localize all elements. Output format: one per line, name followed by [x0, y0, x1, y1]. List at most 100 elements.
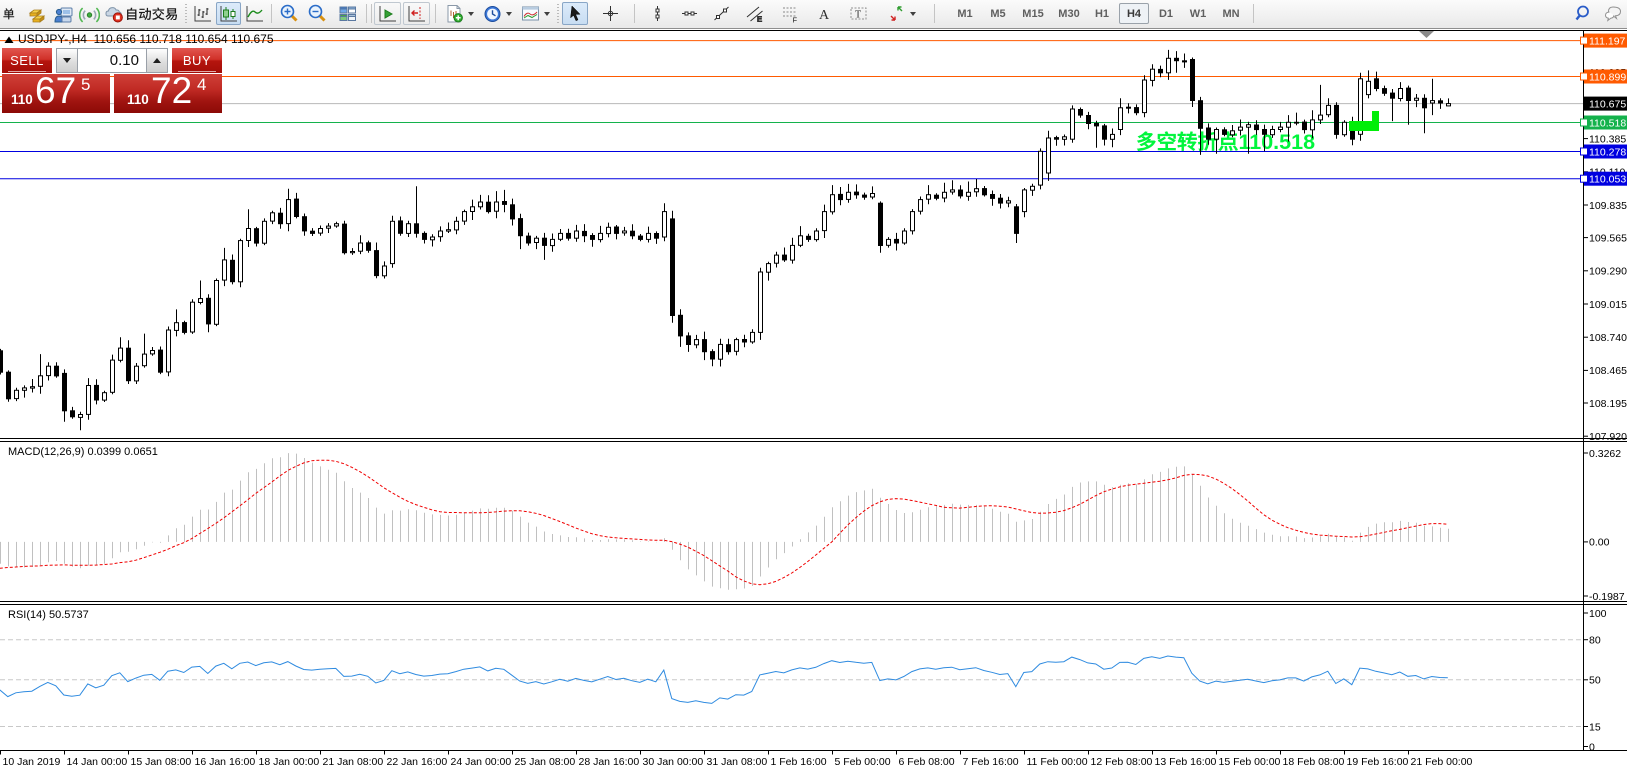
templates-button[interactable]: [517, 2, 552, 25]
timeframe-m1[interactable]: M1: [957, 7, 973, 20]
buy-price-big: 72: [151, 70, 193, 111]
metaeditor-icon[interactable]: [51, 2, 75, 25]
crosshair-icon[interactable]: [597, 2, 623, 25]
sep-4: [634, 4, 635, 23]
price-scale-label: 109.290: [1589, 266, 1627, 278]
svg-text:A: A: [819, 8, 830, 23]
chart-shift-icon[interactable]: [403, 2, 430, 25]
highlight-rectangle: [1372, 111, 1379, 122]
horizontal-level-lines: [0, 40, 1583, 180]
new-chart-button[interactable]: [441, 2, 476, 25]
sep-6: [1253, 4, 1254, 23]
autotrading-button[interactable]: [103, 2, 181, 25]
date-label: 13 Feb 16:00: [1155, 756, 1217, 768]
fibonacci-icon[interactable]: F: [776, 2, 804, 25]
sell-price-base: 110: [11, 92, 33, 107]
chart-shift-marker: [1419, 31, 1434, 38]
trendline-icon[interactable]: [708, 2, 734, 25]
macd-label: MACD(12,26,9) 0.0399 0.0651: [8, 446, 158, 458]
text-tool-icon[interactable]: A: [812, 2, 837, 25]
candlestick-chart-icon[interactable]: [216, 2, 241, 25]
new-order-button[interactable]: [0, 2, 18, 25]
buy-price-button[interactable]: 110 72 4: [114, 70, 222, 113]
channel-icon[interactable]: E: [740, 2, 768, 25]
drawn-objects: [1349, 31, 1434, 131]
toolbar: E F A T M1 M5 M15 M30 H1 H4 D1 W1 MN: [0, 0, 1627, 29]
rsi-label: RSI(14) 50.5737: [8, 609, 89, 621]
date-label: 16 Jan 16:00: [195, 756, 256, 768]
vertical-line-icon[interactable]: [644, 2, 670, 25]
chat-icon[interactable]: [1599, 2, 1627, 25]
label-tool-icon[interactable]: T: [845, 2, 871, 25]
cursor-icon[interactable]: [562, 2, 588, 25]
date-label: 7 Feb 16:00: [963, 756, 1019, 768]
timeframe-mn[interactable]: MN: [1222, 7, 1240, 20]
volume-input[interactable]: [78, 48, 146, 73]
price-level-badge: 110.518: [1589, 117, 1626, 129]
sep-5: [934, 4, 935, 23]
search-icon[interactable]: [1572, 2, 1596, 25]
zoom-out-icon[interactable]: [305, 2, 330, 25]
grip-1: [184, 4, 188, 23]
timeframe-h4[interactable]: H4: [1119, 3, 1149, 24]
date-scale[interactable]: 10 Jan 2019 14 Jan 00:00 15 Jan 08:00 16 Ja…: [0, 751, 1473, 768]
date-label: 18 Jan 00:00: [259, 756, 320, 768]
macd-scale-label: -0.1987: [1589, 591, 1625, 603]
timeframe-m30[interactable]: M30: [1058, 7, 1080, 20]
volume-decrease-button[interactable]: [56, 48, 78, 73]
date-label: 24 Jan 00:00: [451, 756, 512, 768]
date-label: 18 Feb 08:00: [1283, 756, 1345, 768]
timeframe-d1[interactable]: D1: [1158, 7, 1174, 20]
sell-button[interactable]: SELL: [2, 48, 52, 73]
zoom-in-icon[interactable]: [277, 2, 302, 25]
price-scale[interactable]: 107.920 108.195 108.465 108.740 109.015 109.2…: [1580, 33, 1627, 754]
date-label: 6 Feb 08:00: [899, 756, 955, 768]
date-label: 25 Jan 08:00: [515, 756, 576, 768]
sell-price-button[interactable]: 110 67 5: [2, 70, 110, 113]
sell-price-big: 67: [35, 70, 77, 111]
horizontal-line-icon[interactable]: [676, 2, 702, 25]
svg-text:T: T: [855, 10, 861, 21]
volume-increase-button[interactable]: [146, 48, 168, 73]
one-click-trading-panel: SELL BUY 110 67 5 110 72 4: [2, 48, 222, 113]
svg-text:F: F: [792, 16, 797, 25]
date-label: 30 Jan 00:00: [643, 756, 704, 768]
date-label: 15 Jan 08:00: [131, 756, 192, 768]
date-label: 19 Feb 16:00: [1347, 756, 1409, 768]
highlight-rectangle: [1349, 121, 1379, 131]
line-chart-icon[interactable]: [242, 2, 267, 25]
price-level-badge: 111.197: [1589, 35, 1626, 47]
timeframe-h1[interactable]: H1: [1094, 7, 1110, 20]
gold-icon[interactable]: [25, 2, 49, 25]
arrows-tool-button[interactable]: [882, 2, 920, 25]
buy-button[interactable]: BUY: [172, 48, 222, 73]
tile-windows-icon[interactable]: [334, 2, 361, 25]
bar-chart-icon[interactable]: [190, 2, 215, 25]
sep-1: [271, 4, 272, 23]
date-label: 21 Feb 00:00: [1411, 756, 1473, 768]
rsi-scale-label: 15: [1589, 721, 1601, 733]
price-level-badge: 110.053: [1589, 174, 1626, 186]
date-label: 22 Jan 16:00: [387, 756, 448, 768]
sep-3: [435, 4, 436, 23]
price-scale-label: 108.740: [1589, 332, 1627, 344]
candlesticks: [0, 49, 1451, 431]
rsi-scale-label: 50: [1589, 675, 1601, 687]
timeframe-m15[interactable]: M15: [1022, 7, 1044, 20]
date-label: 15 Feb 00:00: [1219, 756, 1281, 768]
signals-icon[interactable]: [77, 2, 101, 25]
panel-collapse-arrow: [4, 36, 14, 43]
timeframe-w1[interactable]: W1: [1189, 7, 1207, 20]
date-label: 5 Feb 00:00: [835, 756, 891, 768]
periods-button[interactable]: [479, 2, 514, 25]
auto-scroll-icon[interactable]: [374, 2, 401, 25]
date-label: 28 Jan 16:00: [579, 756, 640, 768]
timeframe-m5[interactable]: M5: [990, 7, 1006, 20]
svg-text:E: E: [757, 15, 762, 24]
price-scale-label: 109.565: [1589, 232, 1627, 244]
indicator-panels: MACD(12,26,9) 0.0399 0.0651 RSI(14) 50.57…: [0, 446, 1583, 727]
rsi-scale-label: 100: [1589, 608, 1607, 620]
macd-scale-label: 0.3262: [1589, 448, 1621, 460]
macd-scale-label: 0.00: [1589, 537, 1610, 549]
